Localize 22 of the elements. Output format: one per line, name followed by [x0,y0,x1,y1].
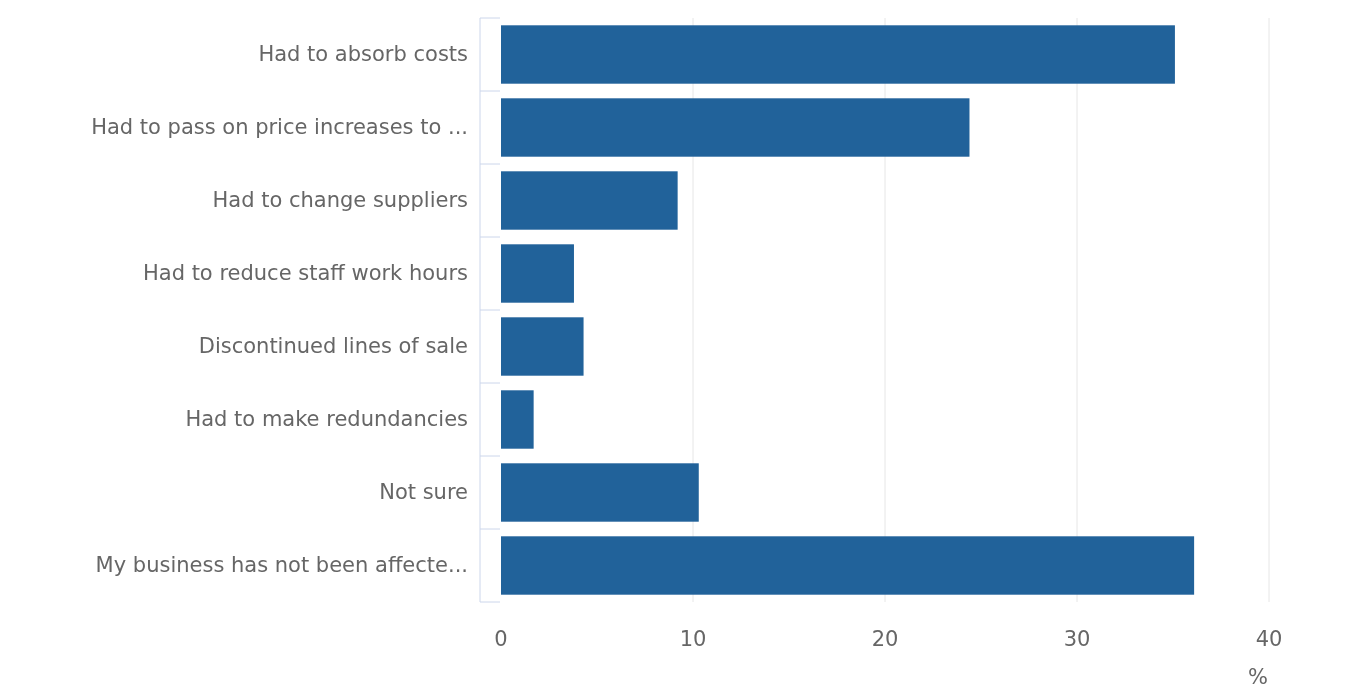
y-tick-label: Had to make redundancies [185,406,468,431]
y-tick-label: Had to change suppliers [212,187,468,212]
bar [501,390,534,449]
bar [501,171,678,230]
x-tick-label: 30 [1063,627,1091,651]
x-axis-title: % [1248,665,1268,689]
bar [501,463,699,522]
y-tick-label: Discontinued lines of sale [198,333,468,358]
y-tick-label: Had to absorb costs [258,41,468,66]
x-tick-label: 20 [871,627,899,651]
x-tick-label: 0 [494,627,508,651]
x-tick-label: 40 [1255,627,1283,651]
y-tick-label: My business has not been affecte... [95,552,468,577]
y-tick-label: Not sure [379,479,468,504]
bar [501,536,1195,595]
y-tick-label: Had to pass on price increases to ... [91,114,468,139]
bar [501,244,574,303]
bar [501,317,584,376]
bar [501,98,970,157]
bar [501,25,1175,84]
y-tick-label: Had to reduce staff work hours [142,260,468,285]
x-tick-label: 10 [679,627,707,651]
